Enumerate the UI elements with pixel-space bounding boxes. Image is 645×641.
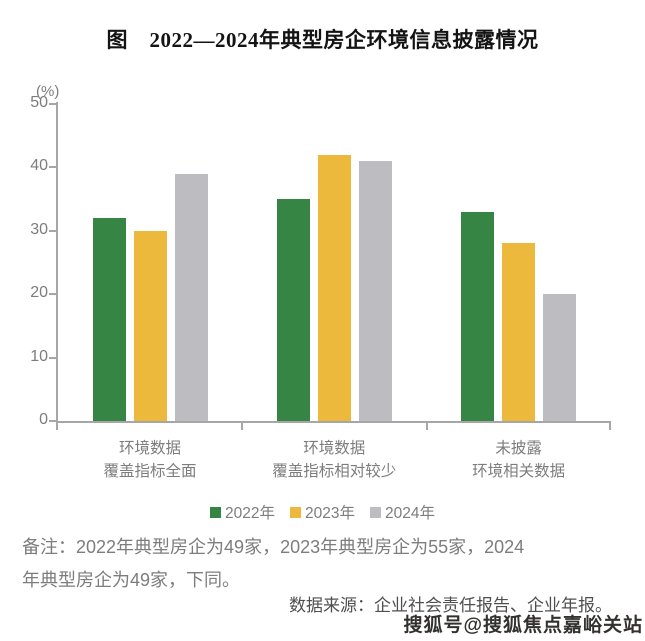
- bar-2023年-group3: [502, 243, 536, 421]
- y-axis-line: [56, 102, 58, 423]
- bar-2022年-group2: [276, 199, 310, 421]
- note-line: 年典型房企为49家，下同。: [22, 570, 241, 590]
- x-tick-mark: [425, 423, 428, 430]
- data-source: 数据来源：企业社会责任报告、企业年报。: [289, 596, 612, 615]
- watermark: 搜狐号@搜狐焦点嘉峪关站: [403, 615, 643, 636]
- y-tick-label: 40: [30, 157, 48, 175]
- legend-item-2022年: 2022年: [210, 501, 275, 523]
- bar-2022年-group3: [461, 211, 495, 421]
- x-tick-mark: [609, 423, 611, 430]
- y-tick-mark: [49, 293, 56, 296]
- legend-label: 2024年: [384, 505, 435, 522]
- legend-item-2024年: 2024年: [369, 501, 435, 523]
- bar-2023年-group2: [317, 154, 351, 421]
- y-tick-mark: [49, 356, 56, 359]
- y-tick-label: 10: [30, 347, 48, 365]
- bar-2023年-group1: [133, 230, 167, 421]
- y-tick-mark: [49, 420, 56, 422]
- note-line: 备注：2022年典型房企为49家，2023年典型房企为55家，2024: [22, 537, 525, 557]
- legend-swatch: [210, 506, 222, 518]
- bar-2024年-group2: [358, 161, 392, 421]
- x-tick-mark: [241, 423, 244, 430]
- plot-area: 0 10 20 30 40 50: [30, 94, 611, 430]
- legend: 2022年 2023年 2024年: [0, 501, 645, 523]
- bar-2024年-group3: [543, 294, 577, 421]
- x-category-label: 环境数据 覆盖指标相对较少: [272, 440, 397, 480]
- y-tick-mark: [49, 166, 56, 169]
- legend-label: 2023年: [305, 505, 355, 522]
- x-labels: 环境数据 覆盖指标全面 环境数据 覆盖指标相对较少 未披露 环境相关数据: [58, 437, 611, 489]
- note: 备注：2022年典型房企为49家，2023年典型房企为55家，2024 年典型房…: [22, 531, 632, 597]
- x-tick-mark: [56, 423, 58, 430]
- legend-swatch: [369, 506, 381, 518]
- y-tick-label: 0: [39, 411, 48, 428]
- bar-2024年-group1: [174, 173, 208, 421]
- y-axis-unit-label: (%): [36, 83, 60, 100]
- bar-2022年-group1: [92, 218, 126, 421]
- y-tick-mark: [49, 229, 56, 232]
- x-axis-line: [56, 421, 611, 423]
- legend-item-2023年: 2023年: [290, 501, 355, 523]
- x-category-label: 未披露 环境相关数据: [472, 440, 566, 480]
- chart-title: 图 2022—2024年典型房企环境信息披露情况: [106, 28, 539, 52]
- y-tick-label: 50: [30, 94, 48, 111]
- y-tick-mark: [49, 103, 56, 105]
- y-tick-label: 20: [30, 284, 48, 302]
- x-category-label: 环境数据 覆盖指标全面: [103, 440, 197, 480]
- legend-swatch: [290, 506, 301, 518]
- legend-label: 2022年: [225, 505, 275, 522]
- y-tick-label: 30: [30, 220, 48, 238]
